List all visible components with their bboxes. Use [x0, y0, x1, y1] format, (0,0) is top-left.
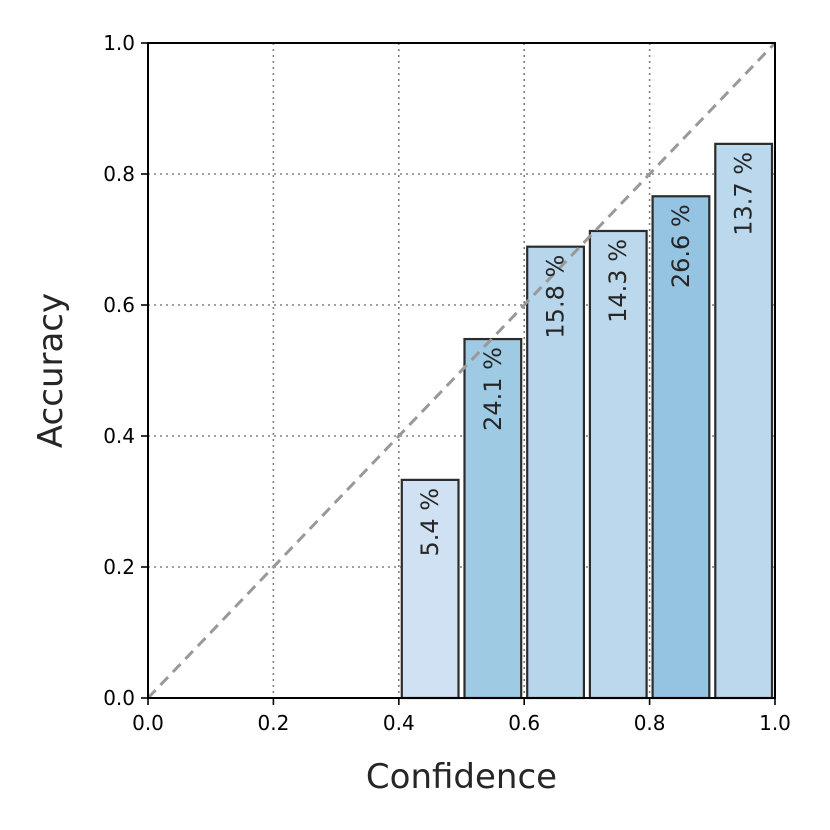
bar-labels: 5.4 % 24.1 % 15.8 % 14.3 % 26.6 % 13.7 %	[416, 152, 758, 557]
perfect-calibration-line	[146, 41, 777, 700]
x-tick-label: 0.2	[257, 711, 289, 735]
x-tick-label: 0.8	[634, 711, 666, 735]
x-tick-label: 0.4	[383, 711, 415, 735]
bar-label-8: 26.6 %	[667, 204, 695, 288]
y-tick-label: 0.4	[103, 424, 135, 448]
y-tick-label: 0.0	[103, 686, 135, 710]
bars	[400, 142, 774, 700]
bar-label-9: 13.7 %	[730, 152, 758, 236]
plot-frame	[147, 42, 776, 699]
x-axis-label: Confidence	[366, 757, 557, 797]
x-tick-label: 0.6	[508, 711, 540, 735]
y-tick-label: 0.6	[103, 293, 135, 317]
bar-4	[400, 478, 460, 700]
bar-label-7: 14.3 %	[604, 239, 632, 323]
y-tick-label: 1.0	[103, 31, 135, 55]
bar-label-5: 24.1 %	[479, 347, 507, 431]
y-axis-ticks: 0.0 0.2 0.4 0.6 0.8 1.0	[103, 31, 148, 710]
bar-9	[714, 142, 774, 700]
y-tick-label: 0.2	[103, 555, 135, 579]
x-axis-ticks: 0.0 0.2 0.4 0.6 0.8 1.0	[132, 698, 791, 735]
y-tick-label: 0.8	[103, 162, 135, 186]
y-axis-label: Accuracy	[31, 293, 71, 448]
x-tick-label: 1.0	[759, 711, 791, 735]
x-tick-label: 0.0	[132, 711, 164, 735]
bar-label-6: 15.8 %	[542, 255, 570, 339]
bar-label-4: 5.4 %	[416, 488, 444, 557]
